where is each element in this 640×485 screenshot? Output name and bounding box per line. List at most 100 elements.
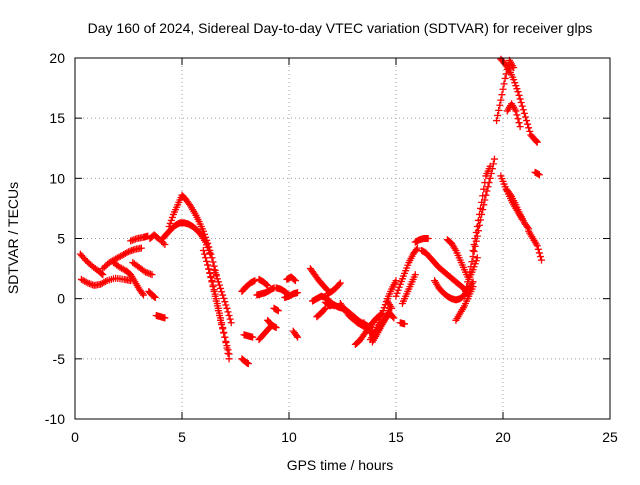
data-point [203, 236, 211, 244]
data-point [467, 263, 475, 271]
data-point [513, 85, 521, 93]
data-point [515, 119, 523, 127]
data-point [521, 113, 529, 121]
data-point [200, 230, 208, 238]
data-point [464, 278, 472, 286]
y-tick-label: 15 [49, 110, 65, 126]
data-point [217, 284, 225, 292]
data-point [500, 80, 508, 88]
x-tick-label: 20 [495, 429, 511, 445]
data-point [538, 256, 546, 264]
data-point [523, 117, 531, 125]
data-point [218, 319, 226, 327]
y-tick-label: 10 [49, 170, 65, 186]
data-point [225, 355, 233, 363]
data-point [139, 291, 147, 299]
data-point [502, 70, 510, 78]
data-point [533, 138, 541, 146]
data-point [207, 273, 215, 281]
data-point [209, 258, 217, 266]
data-point [498, 91, 506, 99]
data-point [102, 262, 110, 270]
data-point [148, 271, 156, 279]
data-point [165, 222, 173, 230]
data-point [392, 292, 400, 300]
data-point [137, 244, 145, 252]
data-point [479, 192, 487, 200]
x-tick-label: 5 [178, 429, 186, 445]
data-point [208, 254, 216, 262]
data-point [501, 74, 509, 82]
y-tick-label: 20 [49, 50, 65, 66]
data-point [294, 333, 302, 341]
data-marks [76, 55, 546, 368]
y-tick-label: 0 [57, 291, 65, 307]
data-point [473, 222, 481, 230]
data-point [506, 191, 514, 199]
data-point [504, 65, 512, 73]
data-point [200, 250, 208, 258]
data-point [290, 276, 298, 284]
data-point [510, 76, 518, 84]
data-point [494, 111, 502, 119]
data-point [524, 223, 532, 231]
data-point [321, 304, 329, 312]
data-point [470, 247, 478, 255]
data-point [219, 324, 227, 332]
data-point [212, 272, 220, 280]
data-point [534, 245, 542, 253]
data-point [207, 250, 215, 258]
data-point [519, 106, 527, 114]
data-point [411, 271, 419, 279]
data-point [486, 162, 494, 170]
data-point [214, 278, 222, 286]
data-point [336, 279, 344, 287]
data-point [82, 278, 90, 286]
data-point [516, 123, 524, 131]
y-tick-label: 5 [57, 231, 65, 247]
data-point [223, 344, 231, 352]
data-point [244, 360, 252, 368]
data-point [460, 292, 468, 300]
data-point [475, 210, 483, 218]
data-point [219, 291, 227, 299]
data-point [394, 286, 402, 294]
data-point [490, 155, 498, 163]
data-point [210, 266, 218, 274]
data-point [274, 307, 282, 315]
data-point [99, 271, 107, 279]
data-point [294, 289, 302, 297]
data-point [474, 216, 482, 224]
data-point [533, 242, 541, 250]
data-point [205, 265, 213, 273]
data-point [469, 253, 477, 261]
data-point [224, 349, 232, 357]
data-point [466, 268, 474, 276]
data-point [208, 277, 216, 285]
data-point [477, 204, 485, 212]
data-point [470, 241, 478, 249]
data-point [320, 305, 328, 313]
data-point [484, 183, 492, 191]
data-point [209, 281, 217, 289]
data-point [469, 247, 477, 255]
y-tick-label: -5 [53, 351, 66, 367]
data-point [220, 294, 228, 302]
data-point [473, 254, 481, 262]
data-point [395, 283, 403, 291]
data-point [480, 185, 488, 193]
data-point [478, 198, 486, 206]
data-point [213, 275, 221, 283]
data-point [264, 281, 272, 289]
data-point [497, 96, 505, 104]
data-point [83, 258, 91, 266]
data-point [526, 127, 534, 135]
data-point [465, 273, 473, 281]
chart-title: Day 160 of 2024, Sidereal Day-to-day VTE… [88, 20, 593, 36]
data-point [514, 115, 522, 123]
data-point [390, 314, 398, 322]
data-point [226, 315, 234, 323]
data-point [393, 289, 401, 297]
data-point [486, 174, 494, 182]
